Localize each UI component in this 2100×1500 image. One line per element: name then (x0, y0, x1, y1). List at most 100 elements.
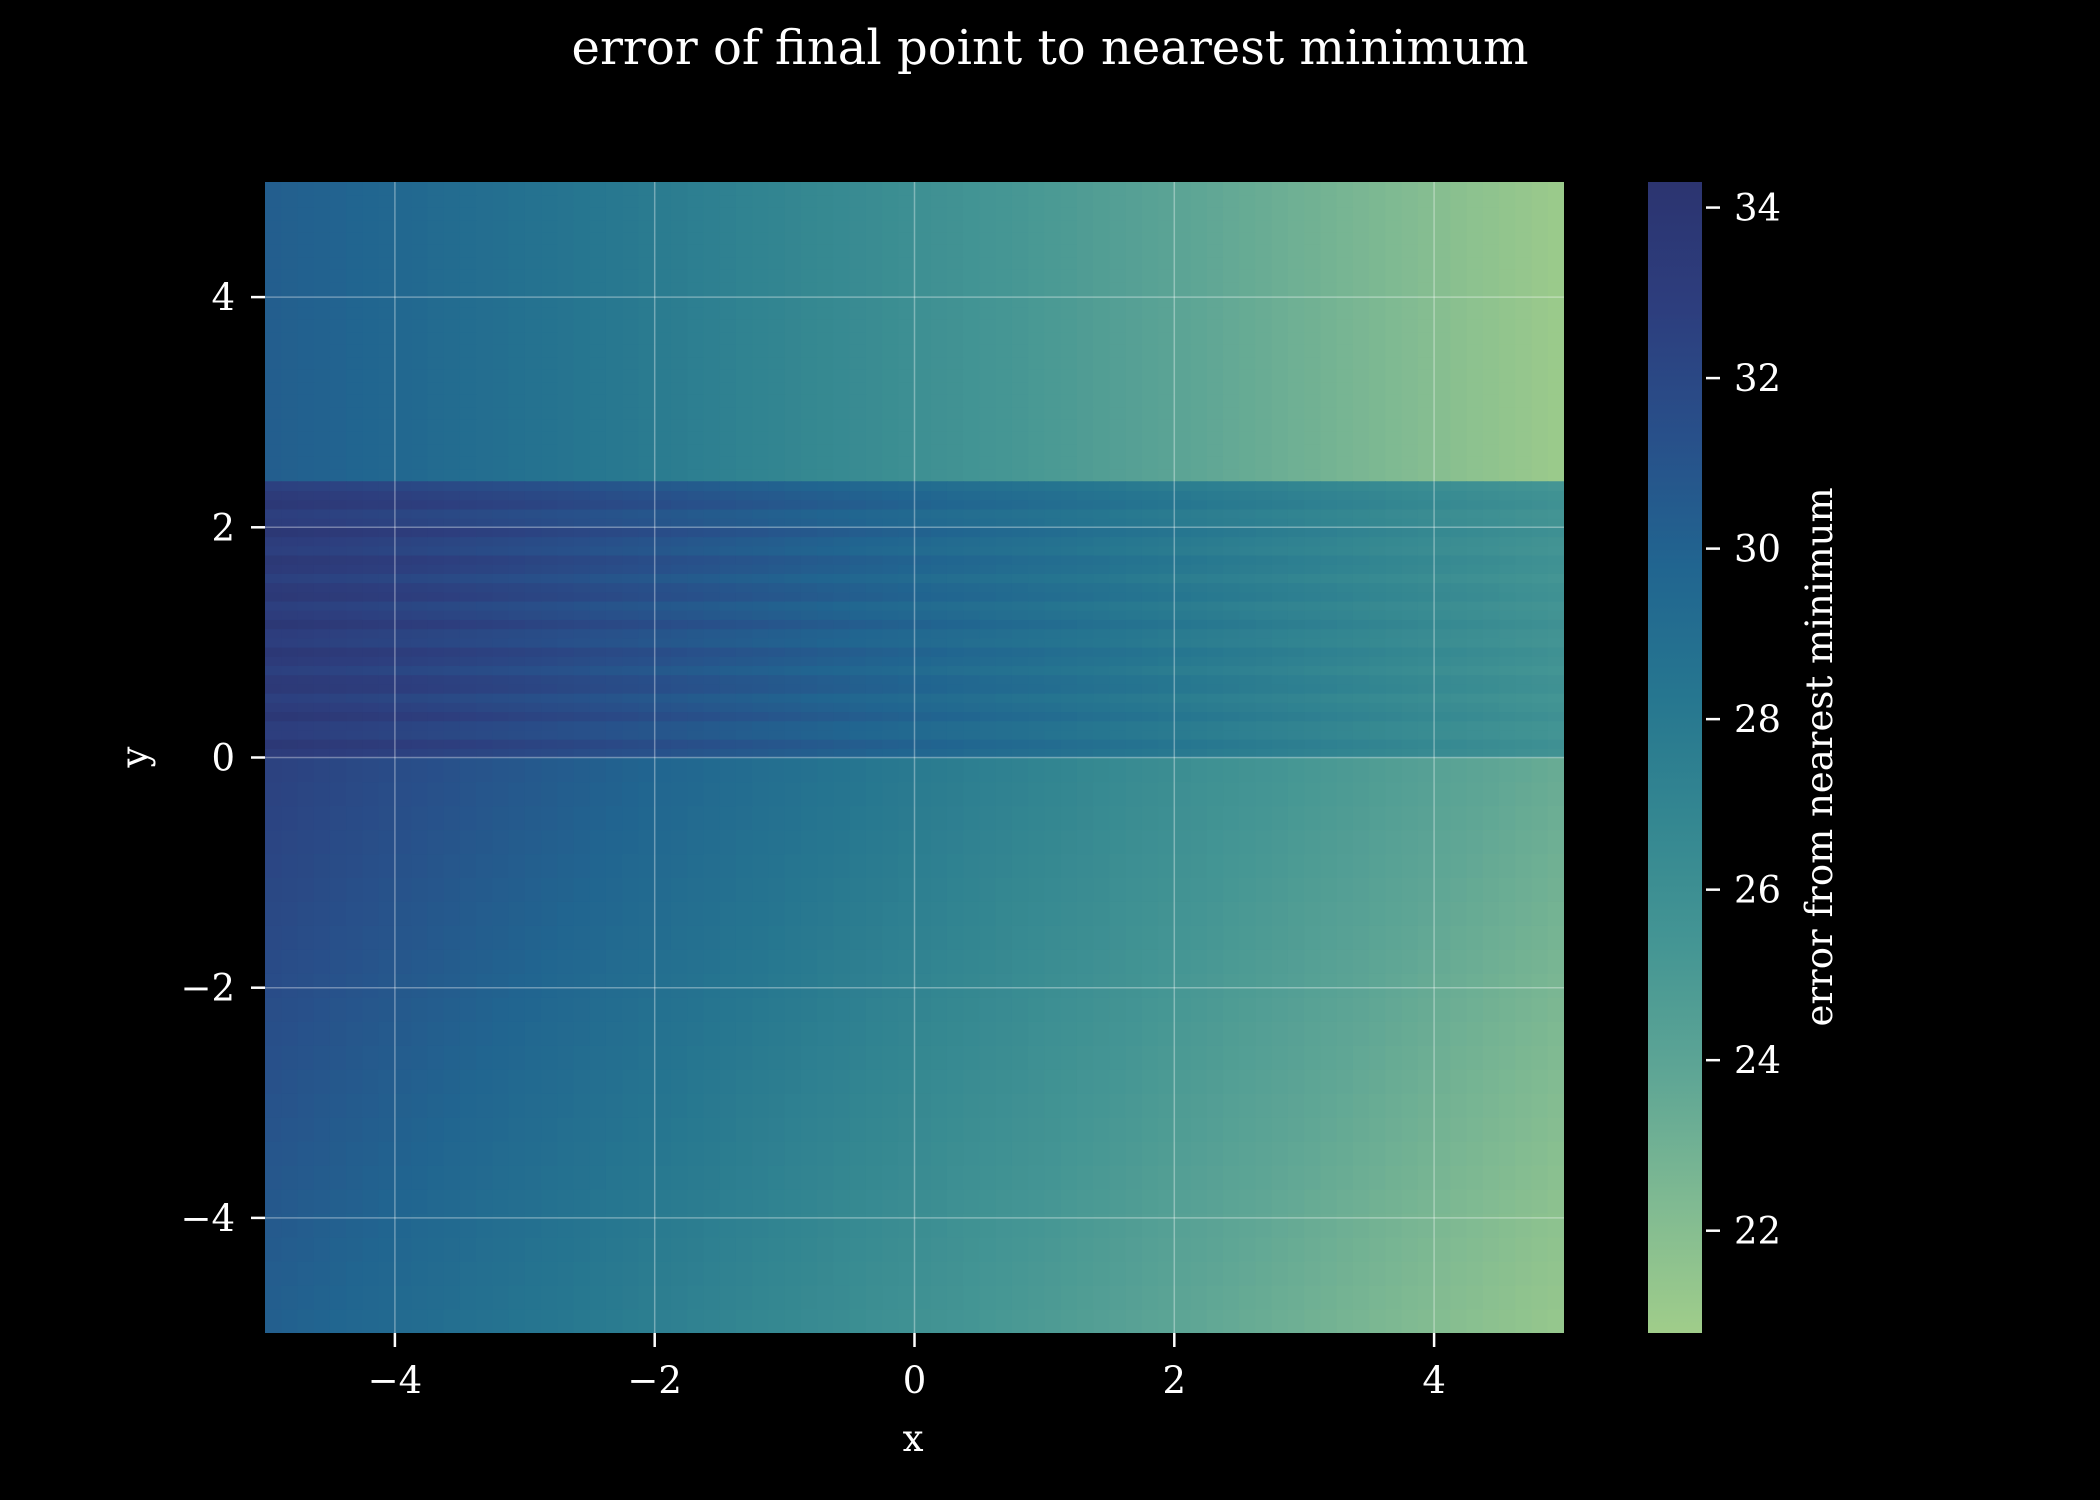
heatmap-cell (1336, 582, 1354, 593)
heatmap-cell (1515, 306, 1533, 320)
heatmap-cell (1174, 319, 1192, 333)
heatmap-cell (524, 381, 542, 395)
heatmap-cell (1434, 647, 1451, 657)
heatmap-cell (622, 1117, 640, 1142)
heatmap-cell (930, 508, 948, 519)
heatmap-cell (638, 1237, 656, 1262)
heatmap-cell (1417, 1285, 1435, 1310)
heatmap-cell (1125, 573, 1143, 584)
heatmap-cell (508, 231, 526, 245)
heatmap-cell (329, 545, 347, 556)
heatmap-cell (849, 456, 867, 470)
heatmap-cell (914, 683, 932, 694)
heatmap-cell (930, 1189, 948, 1214)
heatmap-cell (541, 219, 558, 233)
heatmap-cell (1255, 527, 1273, 538)
heatmap-cell (411, 582, 428, 593)
heatmap-cell (1011, 490, 1029, 501)
heatmap-cell (1271, 499, 1289, 510)
heatmap-cell (1482, 381, 1500, 395)
heatmap-cell (638, 1189, 656, 1214)
heatmap-cell (1304, 499, 1322, 510)
heatmap-cell (1141, 1237, 1159, 1262)
heatmap-cell (1223, 610, 1240, 620)
heatmap-cell (605, 656, 623, 667)
heatmap-cell (459, 573, 477, 584)
heatmap-cell (329, 219, 347, 233)
heatmap-cell (362, 269, 380, 283)
heatmap-cell (427, 468, 445, 482)
heatmap-cell (703, 1213, 721, 1238)
heatmap-cell (703, 344, 721, 358)
heatmap-cell (265, 393, 282, 408)
heatmap-cell (800, 1213, 818, 1238)
heatmap-cell (508, 244, 526, 258)
heatmap-cell (1385, 1165, 1403, 1190)
heatmap-cell (1109, 518, 1127, 528)
heatmap-cell (508, 219, 526, 233)
heatmap-cell (1434, 508, 1451, 519)
heatmap-cell (1547, 219, 1564, 233)
heatmap-cell (898, 418, 916, 432)
heatmap-cell (508, 393, 526, 408)
heatmap-cell (963, 306, 981, 320)
heatmap-cell (1141, 619, 1159, 630)
heatmap-cell (1028, 702, 1045, 713)
heatmap-cell (1287, 269, 1305, 283)
heatmap-cell (817, 665, 834, 676)
heatmap-cell (898, 369, 916, 383)
heatmap-cell (768, 518, 786, 528)
heatmap-cell (1158, 591, 1175, 602)
heatmap-cell (427, 554, 445, 565)
heatmap-cell (946, 443, 964, 457)
heatmap-cell (817, 431, 834, 445)
heatmap-cell (914, 518, 932, 528)
heatmap-cell (1093, 693, 1110, 703)
heatmap-cell (329, 468, 347, 482)
heatmap-cell (1352, 182, 1370, 196)
heatmap-cell (1320, 443, 1338, 457)
heatmap-cell (1028, 393, 1045, 408)
heatmap-cell (573, 294, 591, 308)
heatmap-cell (1255, 628, 1273, 639)
heatmap-cell (1044, 536, 1062, 547)
heatmap-cell (979, 499, 997, 510)
heatmap-cell (719, 1117, 737, 1142)
heatmap-cell (914, 1165, 932, 1190)
heatmap-cell (459, 637, 477, 648)
heatmap-cell (557, 656, 575, 667)
heatmap-cell (1531, 591, 1549, 602)
heatmap-cell (1255, 381, 1273, 395)
heatmap-cell (1547, 711, 1564, 722)
heatmap-cell (930, 647, 948, 657)
heatmap-cell (1336, 443, 1354, 457)
heatmap-cell (914, 674, 932, 685)
heatmap-cell (1141, 381, 1159, 395)
heatmap-cell (670, 600, 688, 611)
heatmap-cell (1028, 418, 1045, 432)
heatmap-cell (346, 582, 364, 593)
heatmap-cell (979, 665, 997, 676)
heatmap-cell (1531, 1285, 1549, 1310)
heatmap-cell (1385, 1213, 1403, 1238)
heatmap-cell (1044, 490, 1062, 501)
heatmap-cell (995, 418, 1013, 432)
heatmap-cell (1190, 693, 1208, 703)
heatmap-cell (459, 219, 477, 233)
heatmap-cell (1434, 674, 1451, 685)
heatmap-cell (1158, 720, 1175, 731)
heatmap-cell (1401, 619, 1419, 630)
heatmap-cell (605, 647, 623, 657)
heatmap-cell (849, 600, 867, 611)
heatmap-cell (313, 674, 331, 685)
heatmap-cell (768, 393, 786, 408)
heatmap-cell (346, 674, 364, 685)
heatmap-cell (817, 554, 834, 565)
heatmap-cell (378, 356, 396, 370)
heatmap-cell (346, 748, 364, 759)
heatmap-cell (784, 1285, 802, 1310)
heatmap-cell (1011, 554, 1029, 565)
heatmap-cell (265, 573, 282, 584)
heatmap-cell (1434, 319, 1451, 333)
heatmap-cell (1401, 182, 1419, 196)
